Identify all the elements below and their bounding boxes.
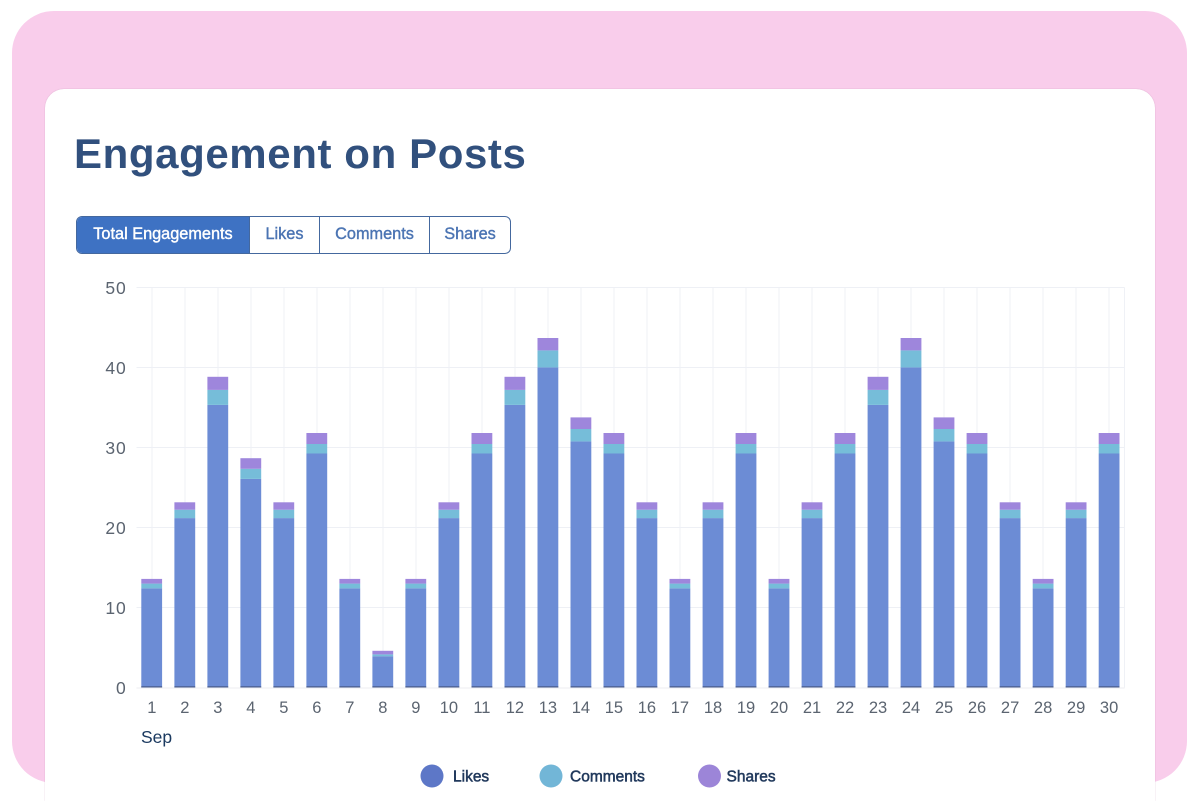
svg-text:12: 12 bbox=[506, 699, 524, 717]
svg-text:15: 15 bbox=[605, 699, 623, 717]
svg-text:21: 21 bbox=[803, 699, 821, 717]
svg-text:Shares: Shares bbox=[727, 769, 776, 786]
svg-text:3: 3 bbox=[213, 699, 222, 717]
svg-text:11: 11 bbox=[473, 699, 490, 717]
svg-text:20: 20 bbox=[105, 518, 126, 538]
svg-text:9: 9 bbox=[411, 699, 420, 717]
svg-text:10: 10 bbox=[440, 699, 458, 717]
svg-text:7: 7 bbox=[345, 699, 354, 717]
svg-text:50: 50 bbox=[105, 278, 126, 298]
svg-text:Comments: Comments bbox=[570, 769, 645, 786]
svg-text:30: 30 bbox=[1100, 699, 1118, 717]
svg-text:25: 25 bbox=[935, 699, 953, 717]
svg-text:24: 24 bbox=[902, 699, 920, 717]
svg-text:5: 5 bbox=[279, 699, 288, 717]
svg-text:18: 18 bbox=[704, 699, 722, 717]
svg-text:40: 40 bbox=[105, 358, 126, 378]
svg-text:10: 10 bbox=[105, 598, 126, 618]
svg-text:6: 6 bbox=[312, 699, 321, 717]
svg-text:29: 29 bbox=[1067, 699, 1085, 717]
svg-text:4: 4 bbox=[246, 699, 255, 717]
svg-text:13: 13 bbox=[539, 699, 557, 717]
svg-text:20: 20 bbox=[770, 699, 788, 717]
svg-text:0: 0 bbox=[116, 678, 127, 698]
svg-text:16: 16 bbox=[638, 699, 656, 717]
svg-text:1: 1 bbox=[147, 699, 156, 717]
svg-text:27: 27 bbox=[1001, 699, 1019, 717]
svg-text:14: 14 bbox=[572, 699, 590, 717]
svg-text:28: 28 bbox=[1034, 699, 1052, 717]
svg-text:22: 22 bbox=[836, 699, 854, 717]
svg-text:Sep: Sep bbox=[141, 727, 172, 747]
svg-text:19: 19 bbox=[737, 699, 755, 717]
svg-text:17: 17 bbox=[671, 699, 689, 717]
svg-text:Likes: Likes bbox=[453, 769, 489, 786]
svg-text:2: 2 bbox=[180, 699, 189, 717]
svg-text:26: 26 bbox=[968, 699, 986, 717]
svg-text:8: 8 bbox=[378, 699, 387, 717]
svg-text:23: 23 bbox=[869, 699, 887, 717]
svg-text:30: 30 bbox=[105, 438, 126, 458]
